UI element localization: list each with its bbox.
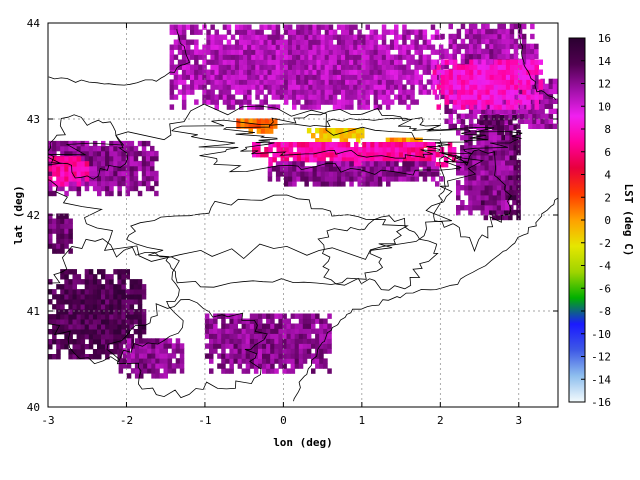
colorbar-tick-label: -8 (598, 305, 611, 318)
y-tick-label: 40 (27, 401, 40, 414)
y-tick-label: 44 (27, 17, 41, 30)
y-axis-ticks: 40 41 42 43 44 (27, 17, 558, 414)
contour-ebro-inner (126, 194, 409, 288)
contour-west-1 (48, 238, 184, 365)
y-axis-title: lat (deg) (12, 185, 25, 245)
y-tick-label: 43 (27, 113, 40, 126)
coastline-east (293, 197, 558, 402)
region-southwest-magenta (118, 338, 185, 379)
colorbar-tick-label: 4 (604, 169, 611, 182)
colorbar-tick-label: -6 (598, 282, 611, 295)
region-south-central-magenta (204, 313, 332, 374)
colorbar-tick-label: -14 (591, 373, 611, 386)
x-tick-label: 1 (359, 414, 366, 427)
colorbar-tick-label: 0 (604, 214, 611, 227)
x-axis-ticks: -3 -2 -1 0 1 2 3 (41, 23, 522, 427)
x-tick-label: 3 (515, 414, 522, 427)
contour-west-2 (48, 114, 129, 180)
colorbar-ticks: 16 14 12 10 8 6 4 2 0 -2 -4 -6 -8 -10 -12 -14 -16 (581, 32, 611, 409)
colorbar-tick-label: 16 (598, 32, 611, 45)
colorbar-title: LST (deg C) (622, 184, 635, 257)
x-tick-label: -3 (41, 414, 54, 427)
region-pyrenees-cold-2 (306, 128, 365, 144)
region-southwest-dark (48, 269, 147, 360)
colorbar-tick-label: -2 (598, 237, 611, 250)
region-pyrenees-magenta (267, 161, 444, 187)
coastline-north (48, 29, 191, 86)
x-tick-label: -1 (198, 414, 211, 427)
colorbar-tick-label: 14 (598, 55, 612, 68)
y-tick-label: 42 (27, 209, 40, 222)
region-west-edge-dark (48, 213, 73, 254)
colorbar-tick-label: 6 (604, 146, 611, 159)
contour-pyrenees-1 (171, 107, 523, 176)
region-north-band (169, 24, 444, 110)
region-pyrenees-red (252, 142, 457, 168)
colorbar-tick-label: 12 (598, 78, 611, 91)
coastline-contours (48, 23, 558, 402)
x-axis-title: lon (deg) (273, 436, 333, 449)
region-ne-red-edge (432, 59, 543, 110)
colorbar-tick-label: 10 (598, 100, 611, 113)
x-tick-label: 2 (437, 414, 444, 427)
region-pyrenees-cold-1 (236, 118, 278, 134)
x-tick-label: 0 (280, 414, 287, 427)
x-tick-label: -2 (120, 414, 133, 427)
heatmap-data-layer (48, 23, 558, 379)
colorbar-tick-label: -10 (591, 328, 611, 341)
colorbar-tick-label: -12 (591, 351, 611, 364)
colorbar-tick-label: -16 (591, 396, 611, 409)
contour-south-1 (106, 299, 268, 399)
y-tick-label: 41 (27, 305, 40, 318)
colorbar-tick-label: 8 (604, 123, 611, 136)
contour-east-1 (317, 215, 439, 291)
contour-ebro-outer (48, 103, 484, 262)
contour-pyrenees-2 (222, 117, 488, 159)
colorbar-tick-label: -4 (598, 260, 612, 273)
coastline-gulf (518, 23, 557, 101)
colorbar-tick-label: 2 (604, 191, 611, 204)
grid-lines (48, 23, 558, 407)
